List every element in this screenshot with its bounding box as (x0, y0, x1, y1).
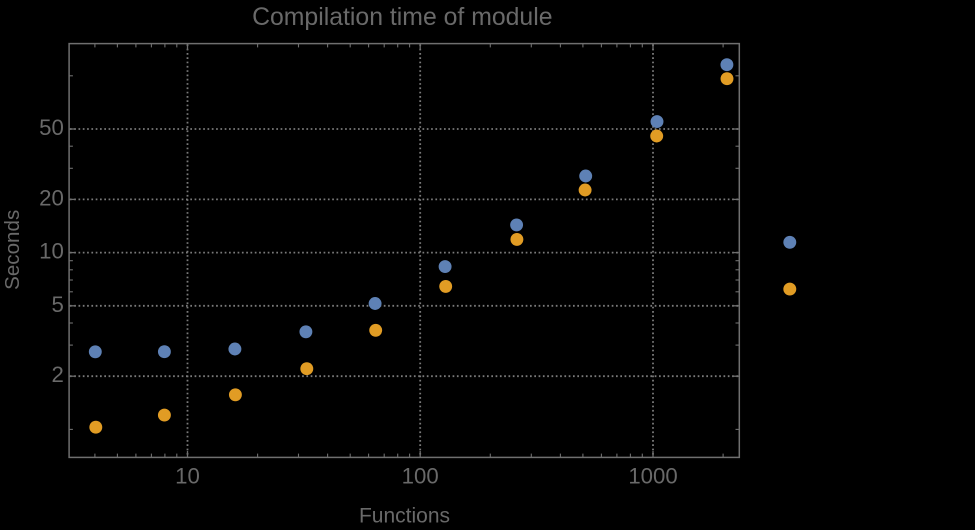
svg-text:10: 10 (175, 464, 200, 489)
svg-text:10: 10 (39, 239, 64, 264)
svg-text:50: 50 (39, 115, 64, 140)
svg-text:100: 100 (402, 464, 439, 489)
svg-text:Functions: Functions (359, 504, 450, 525)
svg-text:Seconds: Seconds (1, 210, 24, 290)
svg-text:1000: 1000 (628, 464, 677, 489)
svg-text:Compilation time of module: Compilation time of module (252, 4, 552, 31)
svg-text:5: 5 (51, 292, 63, 317)
svg-text:20: 20 (39, 185, 64, 210)
svg-text:2: 2 (51, 362, 63, 387)
